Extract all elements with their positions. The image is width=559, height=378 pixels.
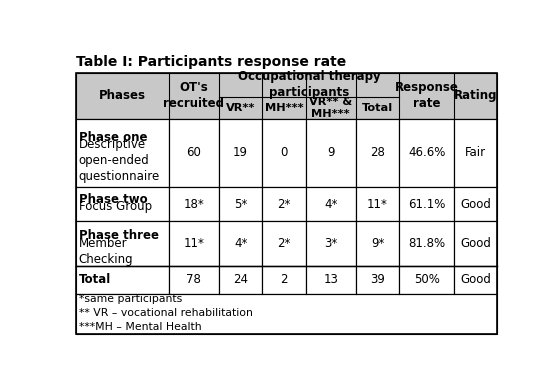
Bar: [75, 119, 169, 187]
Text: 2*: 2*: [277, 198, 291, 211]
Text: 11*: 11*: [183, 237, 204, 250]
Bar: [219, 187, 262, 221]
Text: Rating: Rating: [454, 89, 498, 102]
Bar: [75, 294, 498, 334]
Text: 9*: 9*: [371, 237, 384, 250]
Bar: [262, 119, 306, 187]
Text: Table I: Participants response rate: Table I: Participants response rate: [75, 55, 346, 69]
Bar: [356, 221, 399, 266]
Text: Good: Good: [461, 198, 491, 211]
Text: Good: Good: [461, 273, 491, 287]
Bar: [169, 221, 219, 266]
Text: Phase one: Phase one: [78, 131, 147, 144]
Text: Phases: Phases: [98, 89, 145, 102]
Text: 24: 24: [233, 273, 248, 287]
Text: Response
rate: Response rate: [395, 81, 458, 110]
Text: MH***: MH***: [264, 103, 303, 113]
Bar: [219, 221, 262, 266]
Text: 2: 2: [280, 273, 288, 287]
Text: Descriptive
open-ended
questionnaire: Descriptive open-ended questionnaire: [78, 138, 160, 183]
Text: 81.8%: 81.8%: [408, 237, 445, 250]
Bar: [306, 221, 356, 266]
Text: VR**: VR**: [226, 103, 255, 113]
Text: 50%: 50%: [414, 273, 439, 287]
Text: 13: 13: [323, 273, 338, 287]
Text: Total: Total: [362, 103, 393, 113]
Bar: [454, 187, 498, 221]
Bar: [356, 187, 399, 221]
Bar: [169, 266, 219, 294]
Text: 39: 39: [370, 273, 385, 287]
Text: 9: 9: [327, 146, 334, 160]
Text: Member
Checking: Member Checking: [78, 237, 133, 265]
Bar: [75, 73, 498, 334]
Bar: [454, 221, 498, 266]
Text: Focus Group: Focus Group: [78, 200, 151, 214]
Text: 78: 78: [186, 273, 201, 287]
Bar: [356, 119, 399, 187]
Text: Total: Total: [78, 273, 111, 287]
Bar: [219, 266, 262, 294]
Text: Phase three: Phase three: [78, 229, 159, 242]
Text: 5*: 5*: [234, 198, 247, 211]
Text: 0: 0: [280, 146, 288, 160]
Bar: [262, 187, 306, 221]
Text: *same participants
** VR – vocational rehabilitation
***MH – Mental Health: *same participants ** VR – vocational re…: [78, 294, 253, 332]
Bar: [219, 119, 262, 187]
Bar: [75, 266, 169, 294]
Bar: [399, 187, 454, 221]
Text: 4*: 4*: [234, 237, 247, 250]
Bar: [75, 187, 169, 221]
Bar: [454, 119, 498, 187]
Bar: [454, 266, 498, 294]
Text: Phase two: Phase two: [78, 193, 147, 206]
Bar: [399, 221, 454, 266]
Bar: [75, 221, 169, 266]
Bar: [306, 187, 356, 221]
Text: 4*: 4*: [324, 198, 338, 211]
Text: 46.6%: 46.6%: [408, 146, 446, 160]
Text: 18*: 18*: [183, 198, 204, 211]
Text: 2*: 2*: [277, 237, 291, 250]
Bar: [262, 266, 306, 294]
Bar: [262, 221, 306, 266]
Bar: [75, 73, 498, 119]
Text: OT's
recruited: OT's recruited: [163, 81, 224, 110]
Text: 3*: 3*: [324, 237, 338, 250]
Text: 61.1%: 61.1%: [408, 198, 446, 211]
Bar: [356, 266, 399, 294]
Text: Good: Good: [461, 237, 491, 250]
Text: Fair: Fair: [465, 146, 486, 160]
Text: 60: 60: [186, 146, 201, 160]
Bar: [399, 266, 454, 294]
Text: VR** &
MH***: VR** & MH***: [309, 96, 352, 119]
Bar: [169, 119, 219, 187]
Bar: [306, 266, 356, 294]
Bar: [399, 119, 454, 187]
Text: 28: 28: [370, 146, 385, 160]
Bar: [306, 119, 356, 187]
Bar: [169, 187, 219, 221]
Text: Occupational therapy
participants: Occupational therapy participants: [238, 70, 380, 99]
Text: 19: 19: [233, 146, 248, 160]
Text: 11*: 11*: [367, 198, 388, 211]
